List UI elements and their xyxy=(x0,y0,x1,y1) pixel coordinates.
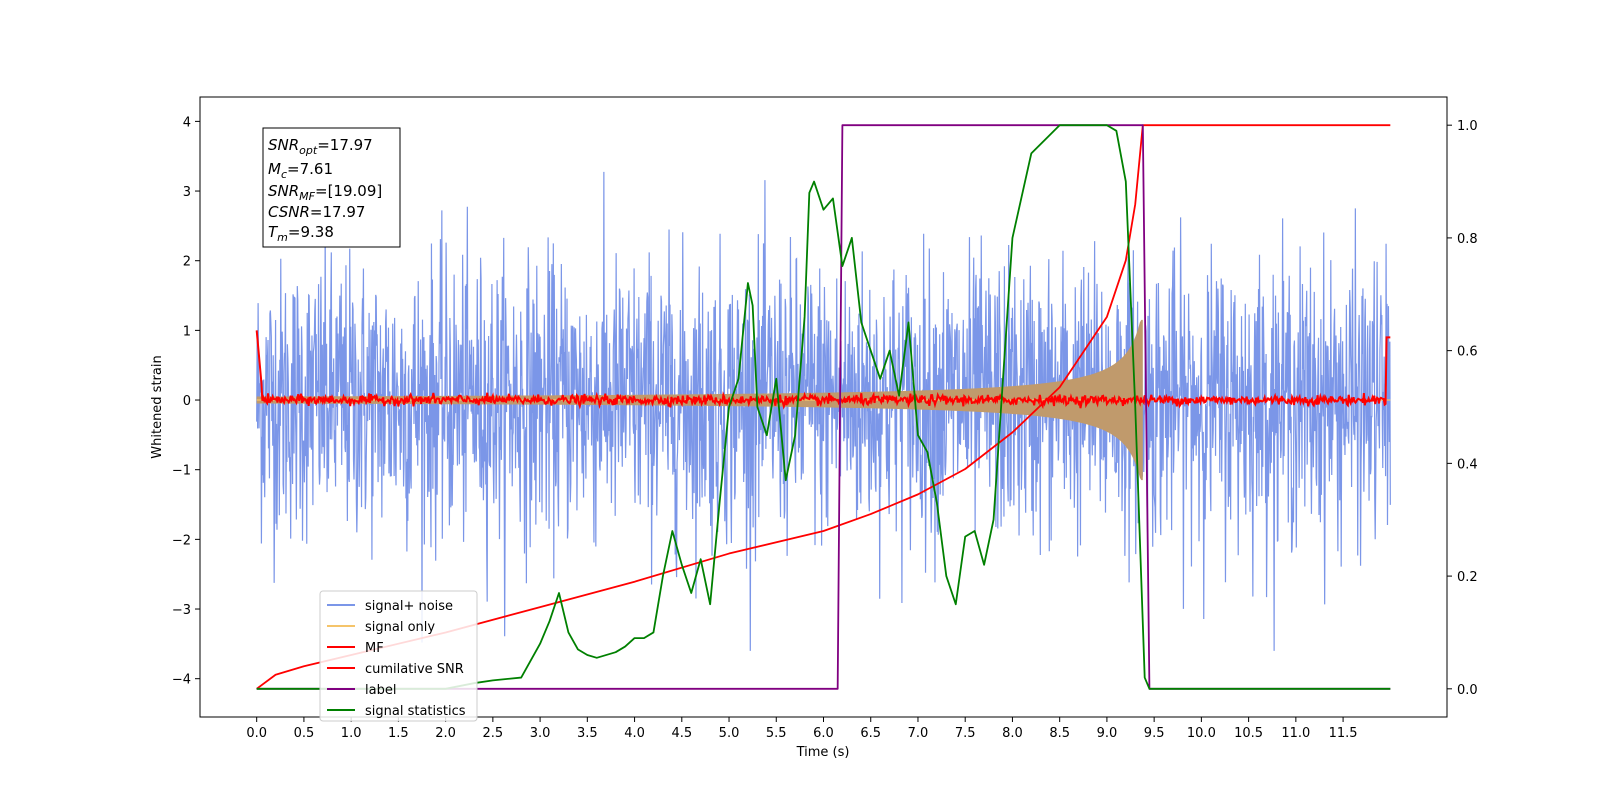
annotation-tm: Tm=9.38 xyxy=(268,223,334,244)
y2-tick-label: 0.0 xyxy=(1457,683,1478,698)
y-tick-label: 1 xyxy=(183,324,191,339)
y-tick-label: −3 xyxy=(172,603,191,618)
x-tick-label: 2.5 xyxy=(483,726,504,741)
x-tick-label: 8.5 xyxy=(1049,726,1070,741)
annotation-snr-opt: SNRopt=17.97 xyxy=(268,136,373,157)
y2-tick-label: 1.0 xyxy=(1457,119,1478,134)
y2-tick-label: 0.4 xyxy=(1457,457,1478,472)
x-tick-label: 7.5 xyxy=(955,726,976,741)
x-tick-label: 10.5 xyxy=(1234,726,1263,741)
x-tick-label: 9.5 xyxy=(1144,726,1165,741)
x-tick-label: 0.5 xyxy=(294,726,315,741)
x-axis-label: Time (s) xyxy=(796,745,850,760)
annotation-box xyxy=(262,127,401,248)
x-tick-label: 6.5 xyxy=(860,726,881,741)
x-tick-label: 3.0 xyxy=(530,726,551,741)
y-tick-label: 3 xyxy=(183,185,191,200)
legend-label: signal only xyxy=(365,620,435,635)
legend-box xyxy=(319,590,478,722)
x-tick-label: 7.0 xyxy=(908,726,929,741)
x-tick-label: 5.0 xyxy=(719,726,740,741)
x-tick-label: 3.5 xyxy=(577,726,598,741)
series-signal-statistics-line xyxy=(256,124,1391,690)
y-axis-left: 4 3 2 1 0 −1 −2 −3 −4 xyxy=(172,115,200,688)
x-tick-label: 8.0 xyxy=(1002,726,1023,741)
legend-label: cumilative SNR xyxy=(365,662,464,677)
x-axis: 0.0 0.5 1.0 1.5 2.0 2.5 3.0 3.5 4.0 4.5 5.0 5.5 6.0 6… xyxy=(246,717,1358,741)
y-axis-right: 1.0 0.8 0.6 0.4 0.2 0.0 xyxy=(1447,119,1478,698)
y2-tick-label: 0.6 xyxy=(1457,345,1478,360)
series-mf-line xyxy=(255,330,1391,410)
x-tick-label: 11.0 xyxy=(1281,726,1310,741)
annotation-csnr: CSNR=17.97 xyxy=(268,203,365,221)
y-tick-label: −1 xyxy=(172,464,191,479)
y-tick-label: −2 xyxy=(172,533,191,548)
x-tick-label: 6.0 xyxy=(813,726,834,741)
x-tick-label: 0.0 xyxy=(246,726,267,741)
x-tick-label: 10.0 xyxy=(1187,726,1216,741)
x-tick-label: 9.0 xyxy=(1097,726,1118,741)
x-tick-label: 4.5 xyxy=(671,726,692,741)
y-tick-label: 2 xyxy=(183,255,191,270)
legend-label: MF xyxy=(365,641,384,656)
x-tick-label: 11.5 xyxy=(1329,726,1358,741)
x-tick-label: 1.0 xyxy=(341,726,362,741)
y-tick-label: 4 xyxy=(183,115,191,130)
y2-tick-label: 0.2 xyxy=(1457,570,1478,585)
y-tick-label: 0 xyxy=(183,394,191,409)
x-tick-label: 4.0 xyxy=(624,726,645,741)
legend-label: signal+ noise xyxy=(365,599,453,614)
stats-annotation: SNRopt=17.97 Mc=7.61 SNRMF=[19.09] CSNR=… xyxy=(262,127,401,248)
legend: signal+ noise signal only MF cumilative SNR… xyxy=(319,590,478,722)
legend-label: signal statistics xyxy=(365,704,466,719)
y-axis-label: Whitened strain xyxy=(150,355,165,458)
x-tick-label: 5.5 xyxy=(766,726,787,741)
x-tick-label: 1.5 xyxy=(388,726,409,741)
annotation-snr-mf: SNRMF=[19.09] xyxy=(268,182,382,203)
annotation-mc: Mc=7.61 xyxy=(268,160,333,181)
legend-label: label xyxy=(365,683,396,698)
y2-tick-label: 0.8 xyxy=(1457,232,1478,247)
y-tick-label: −4 xyxy=(172,673,191,688)
x-tick-label: 2.0 xyxy=(435,726,456,741)
